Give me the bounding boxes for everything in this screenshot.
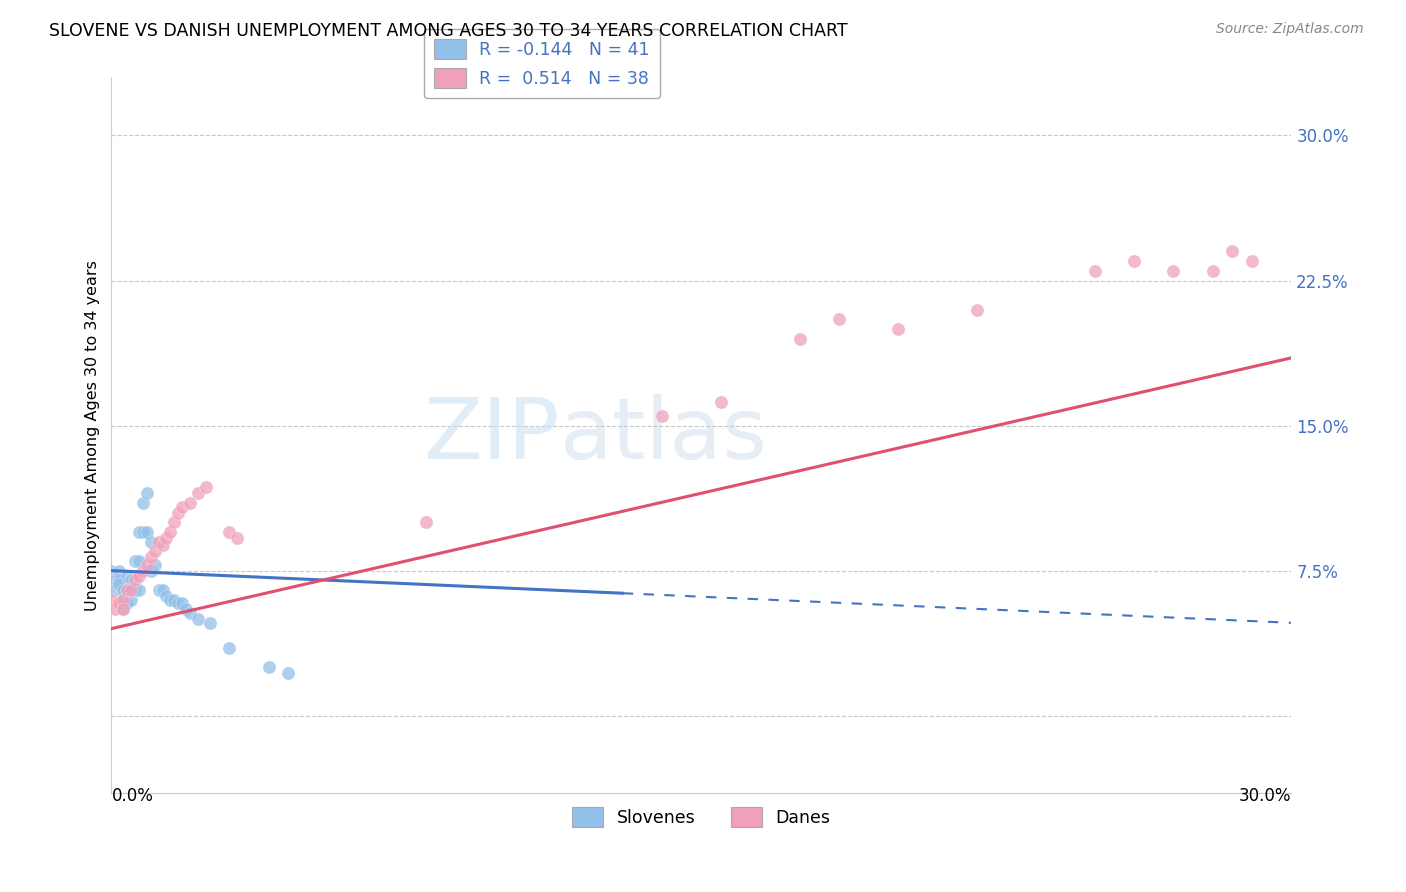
Point xyxy=(887,322,910,336)
Point xyxy=(128,582,150,597)
Point xyxy=(143,558,166,572)
Point xyxy=(163,592,186,607)
Point xyxy=(966,302,988,317)
Point xyxy=(194,480,217,494)
Point xyxy=(174,602,197,616)
Point xyxy=(1084,264,1107,278)
Text: atlas: atlas xyxy=(560,393,768,476)
Text: 0.0%: 0.0% xyxy=(111,788,153,805)
Point xyxy=(115,582,138,597)
Point xyxy=(115,582,138,597)
Point xyxy=(1240,254,1263,268)
Y-axis label: Unemployment Among Ages 30 to 34 years: Unemployment Among Ages 30 to 34 years xyxy=(86,260,100,611)
Point xyxy=(139,550,162,565)
Point xyxy=(143,544,166,558)
Point xyxy=(152,582,174,597)
Point xyxy=(187,612,209,626)
Point xyxy=(135,486,157,500)
Point xyxy=(115,569,138,583)
Point xyxy=(172,500,194,514)
Point xyxy=(112,592,135,607)
Point xyxy=(789,332,811,346)
Point xyxy=(257,660,280,674)
Point xyxy=(172,597,194,611)
Point xyxy=(159,592,181,607)
Point xyxy=(187,486,209,500)
Point xyxy=(120,592,142,607)
Text: ZIP: ZIP xyxy=(423,393,560,476)
Point xyxy=(132,524,155,539)
Point xyxy=(132,564,155,578)
Point xyxy=(108,564,131,578)
Point xyxy=(148,582,170,597)
Point xyxy=(163,515,186,529)
Point xyxy=(218,524,240,539)
Point xyxy=(218,640,240,655)
Point xyxy=(148,534,170,549)
Point xyxy=(104,582,127,597)
Legend: Slovenes, Danes: Slovenes, Danes xyxy=(565,800,838,834)
Point xyxy=(179,496,201,510)
Text: Source: ZipAtlas.com: Source: ZipAtlas.com xyxy=(1216,22,1364,37)
Point xyxy=(1123,254,1146,268)
Point xyxy=(135,524,157,539)
Point xyxy=(135,558,157,572)
Point xyxy=(104,602,127,616)
Point xyxy=(112,592,135,607)
Point xyxy=(1201,264,1223,278)
Point xyxy=(124,574,146,588)
Point xyxy=(415,515,437,529)
Point xyxy=(108,577,131,591)
Point xyxy=(198,615,221,630)
Point xyxy=(120,582,142,597)
Point xyxy=(1220,244,1243,259)
Point xyxy=(124,554,146,568)
Point xyxy=(139,534,162,549)
Point xyxy=(112,602,135,616)
Point xyxy=(651,409,673,423)
Point xyxy=(139,564,162,578)
Point xyxy=(112,602,135,616)
Point xyxy=(152,538,174,552)
Point xyxy=(132,496,155,510)
Point xyxy=(159,524,181,539)
Point xyxy=(710,395,733,409)
Point xyxy=(115,597,138,611)
Point xyxy=(167,506,190,520)
Point xyxy=(179,606,201,620)
Point xyxy=(1163,264,1185,278)
Point xyxy=(108,597,131,611)
Point xyxy=(155,531,177,545)
Point xyxy=(100,564,122,578)
Point xyxy=(155,589,177,603)
Point xyxy=(128,569,150,583)
Point xyxy=(100,592,122,607)
Point xyxy=(112,582,135,597)
Point xyxy=(128,554,150,568)
Point xyxy=(124,582,146,597)
Point xyxy=(120,582,142,597)
Point xyxy=(226,531,249,545)
Text: 30.0%: 30.0% xyxy=(1239,788,1291,805)
Point xyxy=(828,312,851,326)
Point xyxy=(128,524,150,539)
Text: SLOVENE VS DANISH UNEMPLOYMENT AMONG AGES 30 TO 34 YEARS CORRELATION CHART: SLOVENE VS DANISH UNEMPLOYMENT AMONG AGE… xyxy=(49,22,848,40)
Point xyxy=(104,574,127,588)
Point xyxy=(120,574,142,588)
Point xyxy=(108,574,131,588)
Point xyxy=(277,666,299,681)
Point xyxy=(167,597,190,611)
